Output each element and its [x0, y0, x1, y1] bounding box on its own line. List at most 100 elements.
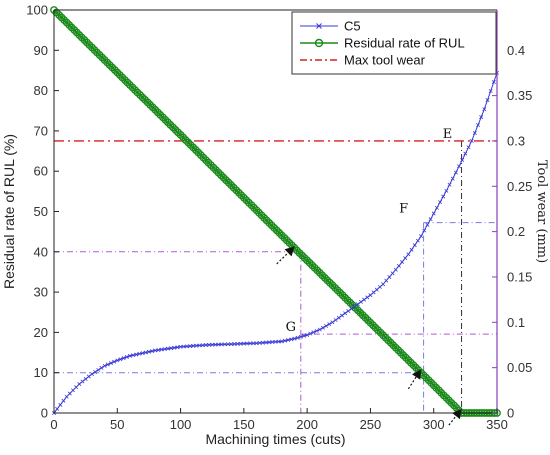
c5-marker — [270, 340, 275, 345]
c5-marker — [330, 320, 335, 325]
c5-marker — [472, 131, 477, 135]
c5-marker — [241, 341, 246, 346]
c5-marker — [260, 340, 265, 345]
c5-marker — [226, 342, 231, 347]
y-axis-right-title: Tool wear (mm) — [534, 160, 549, 263]
y-left-tick-label: 90 — [34, 43, 48, 58]
y-left-tick-label: 20 — [34, 325, 48, 340]
c5-marker — [447, 182, 452, 187]
y-left-tick-label: 30 — [34, 285, 48, 300]
c5-marker — [381, 282, 386, 287]
arrow-g-head — [284, 246, 295, 257]
c5-marker — [314, 328, 319, 333]
c5-marker — [431, 211, 436, 216]
y-left-tick-label: 60 — [34, 164, 48, 179]
x-tick-label: 100 — [170, 417, 192, 432]
y-axis-left-title: Residual rate of RUL (%) — [1, 134, 17, 289]
c5-marker — [283, 338, 287, 343]
c5-marker — [156, 347, 161, 352]
c5-marker — [406, 252, 411, 257]
c5-marker — [248, 341, 253, 346]
c5-marker — [415, 238, 420, 243]
c5-marker — [419, 234, 424, 239]
c5-marker — [298, 334, 303, 339]
c5-marker — [99, 365, 104, 370]
c5-marker — [457, 164, 462, 169]
c5-marker — [273, 339, 278, 344]
c5-marker — [276, 339, 281, 344]
c5-marker — [469, 138, 474, 143]
c5-marker — [191, 343, 196, 348]
c5-marker — [229, 342, 234, 347]
c5-marker — [124, 355, 129, 359]
c5-marker — [279, 339, 284, 344]
c5-marker — [235, 341, 240, 346]
c5-marker — [409, 247, 414, 252]
c5-marker — [371, 290, 376, 295]
c5-marker — [251, 341, 256, 346]
c5-marker — [238, 341, 243, 346]
c5-marker — [165, 346, 170, 351]
c5-marker — [336, 315, 341, 320]
c5-marker — [58, 402, 63, 407]
c5-marker — [127, 353, 132, 358]
y-left-tick-label: 40 — [34, 244, 48, 259]
c5-marker — [112, 359, 117, 364]
y-right-tick-label: 0.3 — [507, 133, 525, 148]
c5-marker — [346, 308, 351, 313]
c5-marker — [292, 336, 297, 341]
c5-marker — [74, 385, 79, 390]
c5-marker — [83, 377, 88, 381]
c5-marker — [102, 363, 107, 368]
c5-marker — [352, 304, 357, 309]
c5-marker — [327, 322, 332, 327]
c5-marker — [466, 145, 471, 150]
c5-marker — [146, 349, 151, 354]
c5-marker — [197, 343, 202, 348]
c5-marker — [210, 342, 215, 347]
c5-marker — [153, 348, 158, 353]
c5-marker — [108, 361, 113, 366]
arrow-f-head — [411, 369, 422, 380]
c5-marker — [320, 325, 325, 330]
c5-marker — [485, 98, 490, 103]
x-tick-label: 350 — [486, 417, 508, 432]
c5-marker — [308, 331, 313, 336]
c5-marker — [393, 267, 398, 272]
c5-marker — [213, 342, 218, 347]
c5-marker — [441, 194, 446, 199]
c5-marker — [169, 346, 174, 351]
c5-marker — [343, 311, 348, 316]
c5-marker — [71, 388, 75, 393]
annotation-f: F — [399, 202, 408, 217]
y-right-tick-label: 0.25 — [507, 179, 532, 194]
c5-marker — [86, 374, 91, 379]
c5-marker — [134, 352, 139, 357]
c5-marker — [143, 350, 148, 355]
annotations: E F G — [276, 127, 463, 426]
c5-marker — [438, 200, 443, 205]
x-axis-title: Machining times (cuts) — [205, 431, 345, 447]
x-tick-label: 150 — [233, 417, 255, 432]
legend-marker-rul — [314, 38, 324, 48]
legend-label: Max tool wear — [344, 53, 426, 68]
c5-marker — [137, 351, 142, 356]
y-left-tick-label: 70 — [34, 123, 48, 138]
y-left-tick-label: 10 — [34, 365, 48, 380]
c5-marker — [396, 263, 401, 268]
c5-marker — [257, 340, 262, 345]
c5-marker — [245, 341, 250, 346]
y-right-tick-label: 0.05 — [507, 360, 532, 375]
c5-marker — [216, 342, 221, 347]
c5-marker — [80, 379, 85, 384]
c5-marker — [267, 340, 272, 345]
c5-marker — [425, 222, 430, 227]
c5-marker — [412, 243, 417, 248]
legend-marker-c5 — [316, 23, 322, 29]
y-right-tick-label: 0 — [507, 406, 514, 421]
y-left-tick-label: 50 — [34, 204, 48, 219]
c5-marker — [479, 115, 484, 120]
c5-marker — [444, 188, 449, 193]
arrow-e-head — [452, 408, 462, 420]
